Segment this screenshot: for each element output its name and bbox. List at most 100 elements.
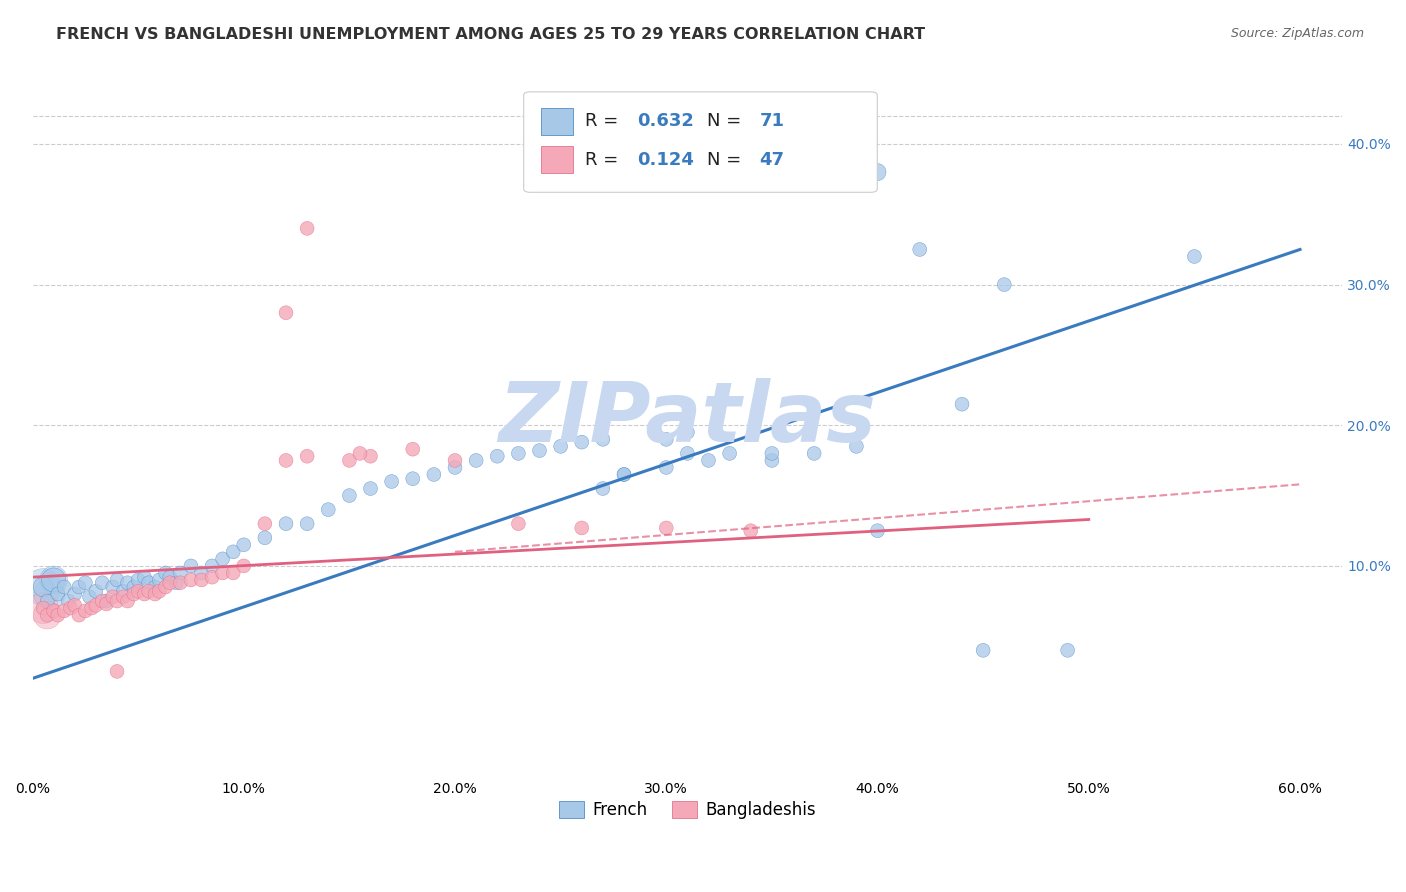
Bar: [541, 108, 574, 135]
Point: [117, 575, 139, 590]
Point: [866, 524, 889, 538]
Point: [112, 590, 135, 604]
Point: [96, 597, 118, 611]
Point: [655, 460, 678, 475]
Point: [232, 558, 254, 573]
Point: [211, 552, 233, 566]
Point: [42, 604, 65, 618]
Point: [1056, 643, 1078, 657]
Point: [37, 594, 59, 608]
Point: [37, 608, 59, 623]
Point: [1182, 250, 1205, 264]
Point: [134, 570, 156, 584]
Point: [42, 573, 65, 587]
Text: FRENCH VS BANGLADESHI UNEMPLOYMENT AMONG AGES 25 TO 29 YEARS CORRELATION CHART: FRENCH VS BANGLADESHI UNEMPLOYMENT AMONG…: [56, 27, 925, 42]
Point: [165, 575, 187, 590]
Point: [159, 570, 181, 584]
Point: [32, 601, 55, 615]
Point: [402, 472, 425, 486]
Point: [655, 433, 678, 447]
Point: [571, 521, 593, 535]
Point: [950, 397, 973, 411]
Point: [761, 446, 783, 460]
Point: [143, 580, 166, 594]
Point: [972, 643, 994, 657]
Point: [169, 566, 191, 580]
Point: [84, 599, 107, 613]
Point: [127, 584, 149, 599]
Point: [211, 566, 233, 580]
Point: [316, 502, 339, 516]
Point: [190, 573, 212, 587]
Text: 0.632: 0.632: [637, 112, 695, 130]
Point: [63, 599, 86, 613]
Point: [169, 575, 191, 590]
Bar: [541, 145, 574, 173]
Point: [80, 601, 103, 615]
Text: 71: 71: [759, 112, 785, 130]
Point: [105, 573, 128, 587]
Point: [866, 165, 889, 179]
Point: [592, 433, 614, 447]
Point: [718, 446, 741, 460]
Point: [993, 277, 1015, 292]
Point: [67, 580, 90, 594]
Point: [190, 566, 212, 580]
Point: [486, 449, 509, 463]
Point: [465, 453, 488, 467]
Point: [444, 460, 467, 475]
Point: [32, 580, 55, 594]
Point: [148, 584, 170, 599]
Point: [32, 601, 55, 615]
Point: [655, 521, 678, 535]
Text: R =: R =: [585, 112, 624, 130]
Point: [253, 516, 276, 531]
Point: [423, 467, 446, 482]
Text: Source: ZipAtlas.com: Source: ZipAtlas.com: [1230, 27, 1364, 40]
Point: [63, 587, 86, 601]
Point: [134, 587, 156, 601]
Point: [201, 570, 224, 584]
Point: [803, 446, 825, 460]
Point: [274, 516, 297, 531]
Point: [845, 439, 868, 453]
Point: [53, 580, 76, 594]
Point: [740, 524, 762, 538]
Point: [761, 453, 783, 467]
Text: N =: N =: [707, 112, 747, 130]
Point: [138, 575, 160, 590]
Point: [75, 575, 97, 590]
Text: R =: R =: [585, 151, 624, 169]
Point: [697, 453, 720, 467]
Point: [253, 531, 276, 545]
Point: [676, 425, 699, 440]
Point: [159, 575, 181, 590]
Point: [337, 489, 360, 503]
Point: [46, 608, 69, 623]
Point: [58, 594, 80, 608]
Text: 47: 47: [759, 151, 785, 169]
Point: [75, 604, 97, 618]
Point: [508, 516, 530, 531]
Point: [592, 482, 614, 496]
Point: [112, 584, 135, 599]
Point: [402, 442, 425, 457]
Point: [676, 446, 699, 460]
Point: [180, 558, 202, 573]
Point: [232, 538, 254, 552]
Point: [155, 566, 177, 580]
Point: [180, 573, 202, 587]
Point: [571, 435, 593, 450]
Point: [295, 221, 318, 235]
Point: [908, 243, 931, 257]
Point: [222, 545, 245, 559]
Point: [122, 587, 145, 601]
Point: [67, 608, 90, 623]
Point: [46, 587, 69, 601]
Point: [84, 584, 107, 599]
Point: [37, 608, 59, 623]
Point: [337, 453, 360, 467]
Point: [32, 580, 55, 594]
Point: [529, 443, 551, 458]
Point: [274, 306, 297, 320]
